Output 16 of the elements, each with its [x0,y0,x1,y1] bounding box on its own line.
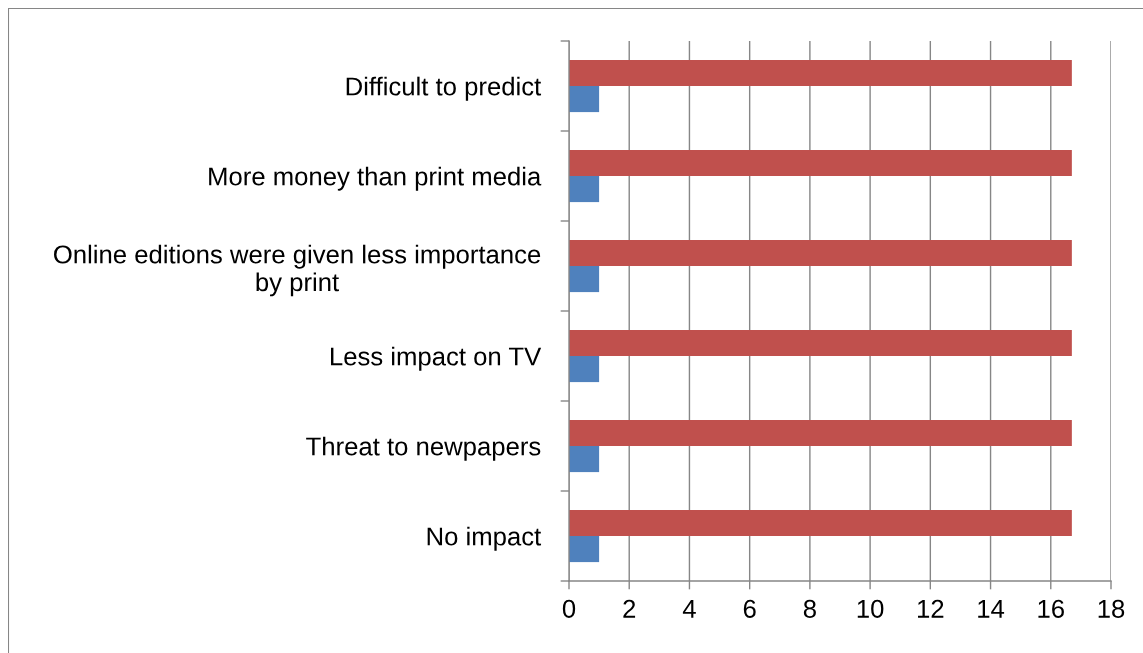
y-tick-label: Less impact on TV [331,346,542,371]
y-tick-label: More money than print media [209,166,542,191]
x-tick-label: 12 [918,599,944,618]
x-tick-label: 2 [623,599,636,618]
x-tick-label: 18 [1098,599,1125,618]
y-tick-label: Online editions were given less importance by print [54,244,541,297]
x-tick-label: 4 [682,600,696,618]
y-tick-label: No impact [427,526,542,551]
y-tick-label: Threat to newpapers [306,436,541,461]
x-tick-label: 0 [562,599,576,618]
x-tick-label: 8 [803,599,816,618]
x-tick-label: 6 [743,599,756,618]
y-tick-label: Difficult to predict [346,76,542,101]
x-tick-label: 16 [1038,599,1064,618]
x-tick-label: 10 [857,599,884,618]
x-tick-label: 14 [978,600,1005,618]
